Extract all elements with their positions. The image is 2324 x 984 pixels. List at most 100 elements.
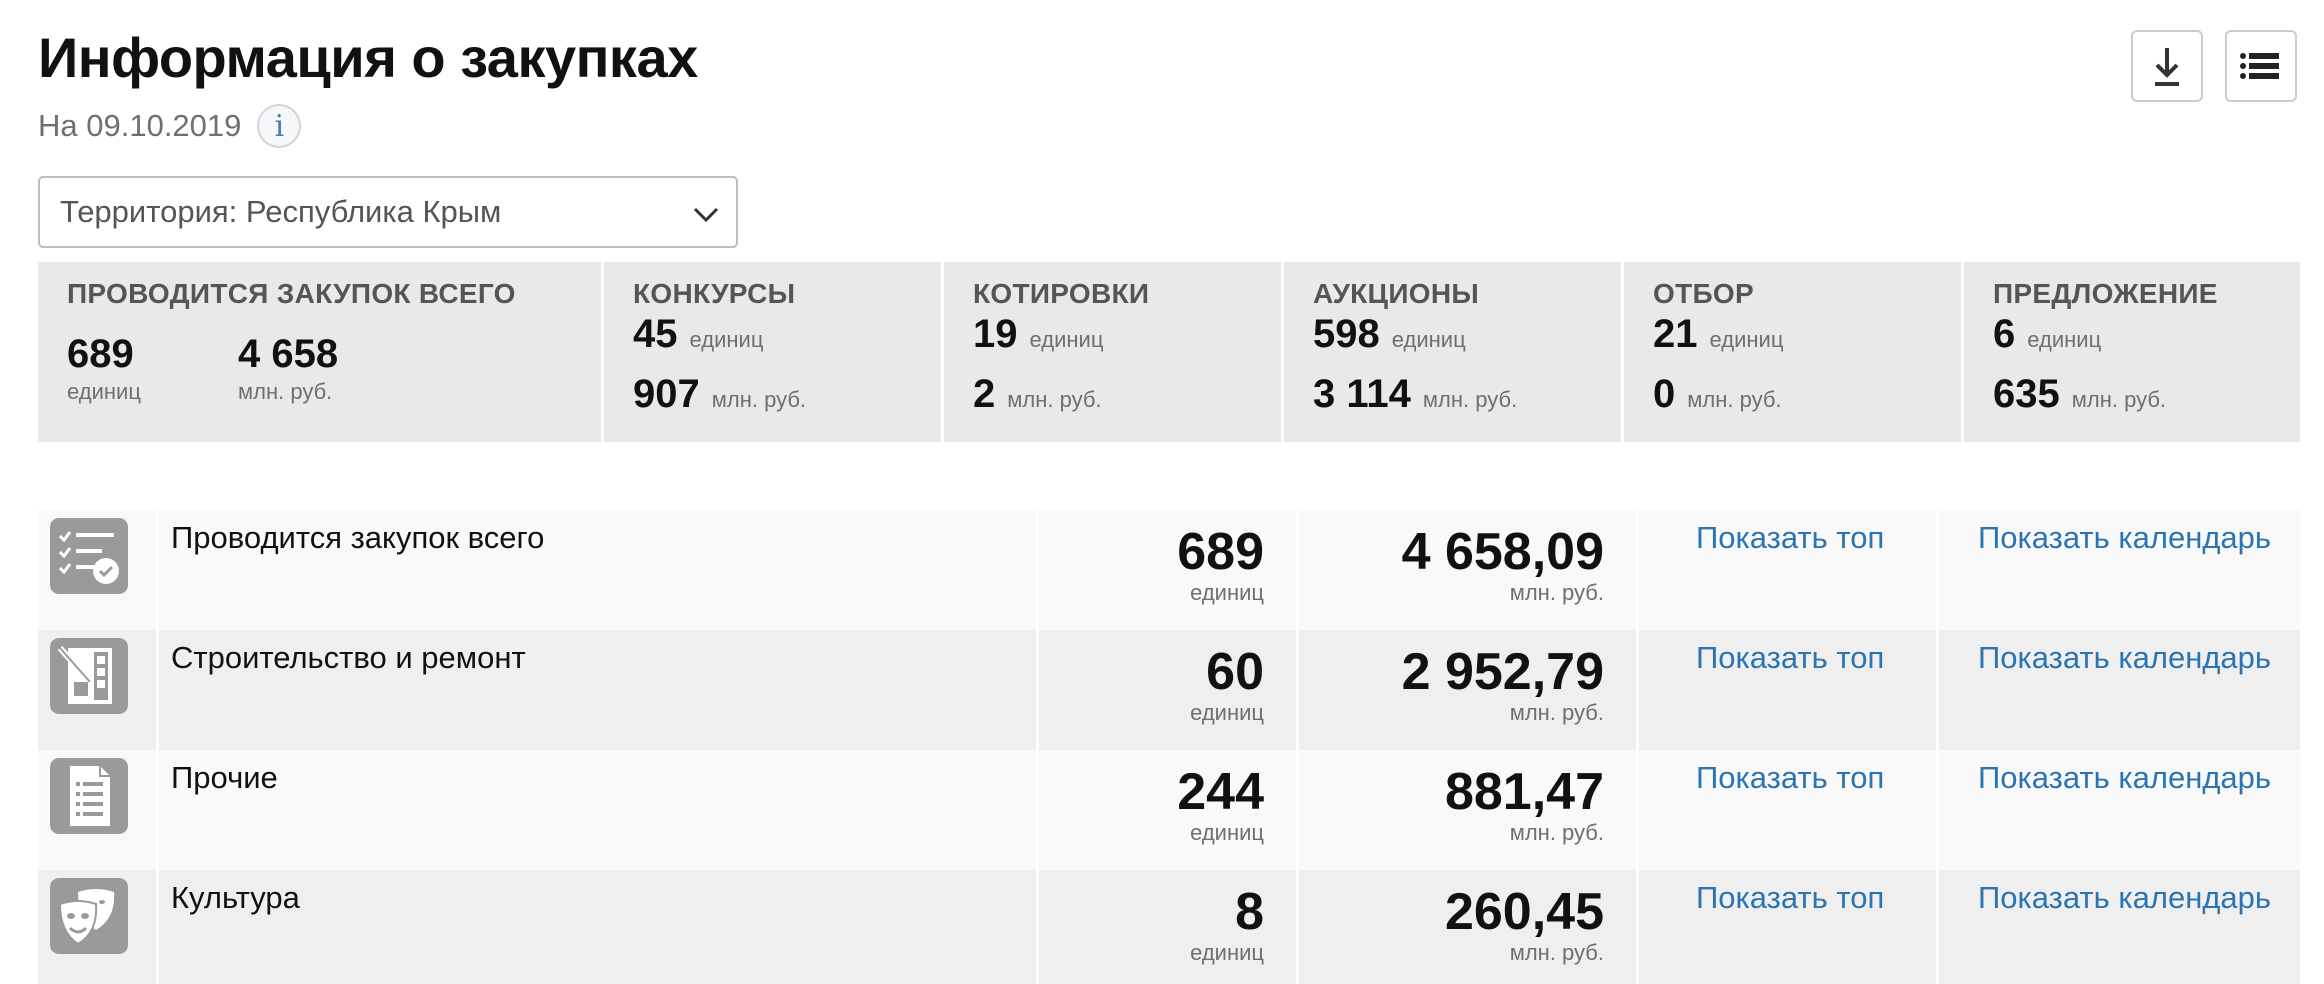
construction-icon [50,638,128,714]
summary-total-heading: ПРОВОДИТСЯ ЗАКУПОК ВСЕГО [67,278,516,309]
summary-type-heading: КОТИРОВКИ [973,278,1150,309]
count-value: 8 [1235,883,1264,941]
row-separator [1636,870,1639,984]
category-amount: 260,45 млн. руб. [1445,884,1604,966]
count-value: 6 [1993,312,2016,356]
summary-type-amount: 907 млн. руб. [633,372,806,417]
checklist-icon [50,518,128,594]
category-name: Прочие [171,760,278,795]
row-icon-cell [38,750,156,870]
row-separator [1636,510,1639,630]
count-unit: единиц [1029,327,1104,352]
row-separator [1296,750,1299,870]
amount-value: 2 952,79 [1401,643,1604,701]
summary-type-konkursy: КОНКУРСЫ 45 единиц 907 млн. руб. [604,262,944,442]
category-amount: 4 658,09 млн. руб. [1402,524,1604,606]
download-icon [2155,48,2179,86]
row-separator [156,750,159,870]
amount-value: 907 [633,372,700,416]
row-separator [1036,630,1039,750]
theater-masks-icon [50,878,128,954]
amount-unit: млн. руб. [1509,580,1604,605]
download-button[interactable] [2131,30,2203,102]
row-separator [156,630,159,750]
summary-band: ПРОВОДИТСЯ ЗАКУПОК ВСЕГО 689 единиц 4 65… [38,262,2300,442]
summary-type-otbor: ОТБОР 21 единиц 0 млн. руб. [1624,262,1964,442]
date-line: На 09.10.2019 i [38,103,302,149]
amount-value: 635 [1993,372,2060,416]
summary-total-count: 689 единиц [67,332,141,405]
summary-type-amount: 2 млн. руб. [973,372,1102,417]
amount-value: 4 658,09 [1401,523,1604,581]
show-calendar-link[interactable]: Показать календарь [1978,640,2272,675]
summary-type-count: 21 единиц [1653,312,1783,357]
summary-type-count: 45 единиц [633,312,763,357]
summary-total: ПРОВОДИТСЯ ЗАКУПОК ВСЕГО 689 единиц 4 65… [38,262,604,442]
count-value: 21 [1653,312,1698,356]
row-separator [1036,510,1039,630]
amount-value: 881,47 [1444,763,1604,821]
summary-type-amount: 0 млн. руб. [1653,372,1782,417]
amount-unit: млн. руб. [1422,387,1518,412]
summary-type-heading: ПРЕДЛОЖЕНИЕ [1993,278,2218,309]
summary-type-heading: АУКЦИОНЫ [1313,278,1480,309]
amount-unit: млн. руб. [1007,387,1102,412]
count-unit: единиц [1190,580,1264,605]
row-icon-cell [38,870,156,984]
summary-type-amount: 3 114 млн. руб. [1313,372,1517,417]
summary-total-amount: 4 658 млн. руб. [238,332,338,405]
category-count: 60 единиц [1190,644,1264,726]
amount-value: 2 [973,372,996,416]
summary-type-count: 19 единиц [973,312,1103,357]
summary-total-count-unit: единиц [67,379,141,404]
row-separator [1036,870,1039,984]
show-calendar-link[interactable]: Показать календарь [1978,520,2272,555]
row-separator [156,510,159,630]
category-count: 244 единиц [1177,764,1264,846]
category-name: Проводится закупок всего [171,520,545,555]
summary-type-amount: 635 млн. руб. [1993,372,2166,417]
category-count: 689 единиц [1177,524,1264,606]
amount-value: 260,45 [1444,883,1604,941]
summary-type-kotirovki: КОТИРОВКИ 19 единиц 2 млн. руб. [944,262,1284,442]
list-view-button[interactable] [2225,30,2297,102]
count-value: 689 [1177,523,1264,581]
date-label: На 09.10.2019 [38,108,242,143]
table-row: Проводится закупок всего 689 единиц 4 65… [38,510,2300,630]
row-separator [1636,630,1639,750]
amount-unit: млн. руб. [1509,820,1604,845]
show-calendar-link[interactable]: Показать календарь [1978,880,2272,915]
summary-type-heading: КОНКУРСЫ [633,278,796,309]
amount-unit: млн. руб. [711,387,807,412]
count-unit: единиц [1391,327,1466,352]
count-value: 598 [1313,312,1380,356]
table-row: Строительство и ремонт 60 единиц 2 952,7… [38,630,2300,750]
summary-type-count: 6 единиц [1993,312,2101,357]
row-separator [1936,510,1939,630]
info-icon[interactable]: i [257,104,302,148]
amount-unit: млн. руб. [1687,387,1782,412]
show-top-link[interactable]: Показать топ [1696,520,1885,555]
show-top-link[interactable]: Показать топ [1696,640,1885,675]
count-unit: единиц [1190,700,1264,725]
show-top-link[interactable]: Показать топ [1696,760,1885,795]
row-separator [1936,870,1939,984]
list-icon [2240,53,2279,79]
amount-value: 0 [1653,372,1676,416]
amount-unit: млн. руб. [1509,940,1604,965]
show-calendar-link[interactable]: Показать календарь [1978,760,2272,795]
summary-type-predlozhenie: ПРЕДЛОЖЕНИЕ 6 единиц 635 млн. руб. [1964,262,2300,442]
amount-unit: млн. руб. [2071,387,2167,412]
show-top-link[interactable]: Показать топ [1696,880,1885,915]
category-amount: 881,47 млн. руб. [1445,764,1604,846]
category-amount: 2 952,79 млн. руб. [1402,644,1604,726]
count-unit: единиц [1190,820,1264,845]
count-value: 19 [973,312,1018,356]
territory-select[interactable]: Территория: Республика Крым [38,176,738,248]
table-row: Культура 8 единиц 260,45 млн. руб. Показ… [38,870,2300,984]
count-value: 60 [1206,643,1264,701]
row-separator [1296,630,1299,750]
row-separator [1036,750,1039,870]
category-name: Строительство и ремонт [171,640,526,675]
